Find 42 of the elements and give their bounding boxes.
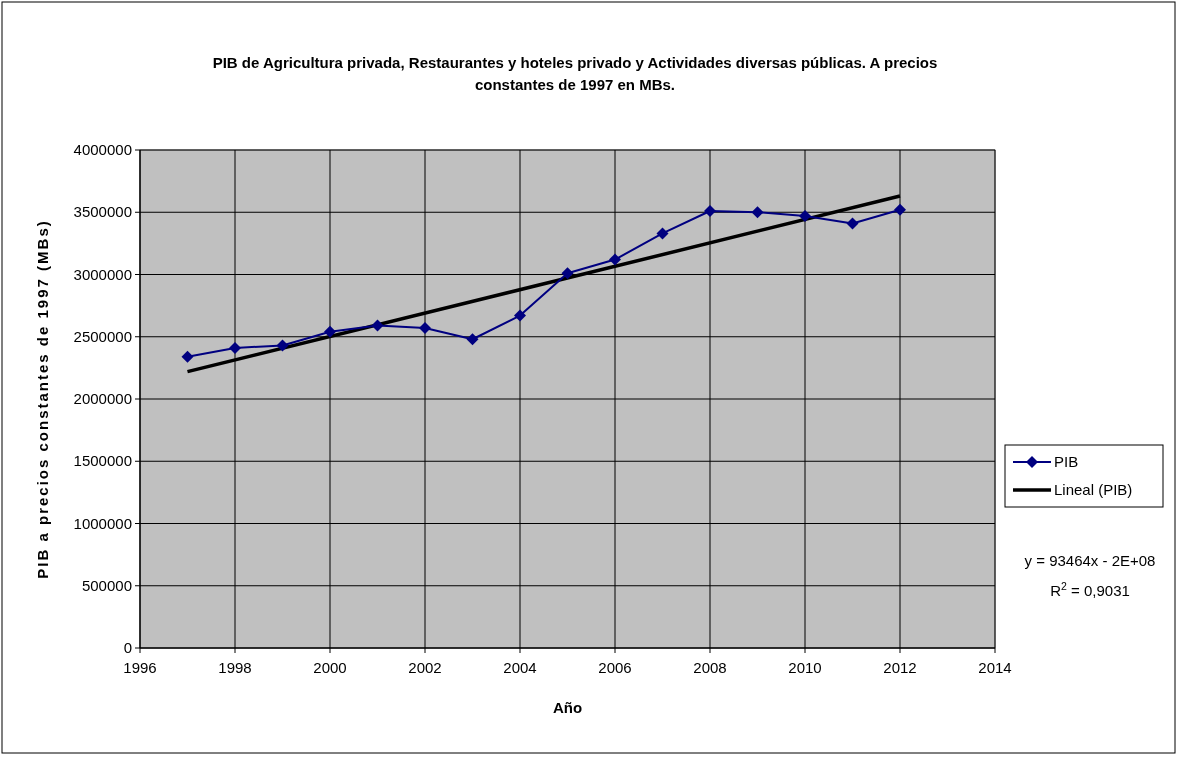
point [514,309,526,322]
legend-label: Lineal (PIB) [1054,481,1133,498]
y-tick-label: 2000000 [73,390,132,407]
y-axis-title: PIB a precios constantes de 1997 (MBs) [34,219,51,579]
point [276,339,289,352]
y-tick-label: 0 [123,639,132,656]
y-tick-label: 2500000 [73,327,132,345]
x-tick-label: 2012 [883,659,917,676]
point [466,333,479,346]
x-tick-label: 1998 [218,659,252,676]
x-tick-label: 2006 [598,659,632,676]
point [894,203,906,216]
y-tick-label: 1000000 [73,514,132,532]
point [751,206,764,219]
point [419,322,431,335]
x-tick-label: 2004 [503,659,537,676]
point [371,319,384,332]
point [324,325,336,338]
legend-label: PIB [1054,453,1079,470]
x-tick-label: 2000 [313,659,347,676]
point [799,209,811,222]
x-tick-label: 2014 [978,659,1012,676]
y-tick-label: 3000000 [73,265,132,283]
x-tick-label: 1996 [123,659,157,676]
point [609,253,621,266]
x-tick-label: 2008 [693,659,727,676]
point [704,205,716,218]
point [181,350,194,363]
point [846,217,859,230]
y-tick-label: 4000000 [73,141,132,158]
y-tick-label: 500000 [81,576,132,594]
point [229,341,241,354]
y-tick-label: 3500000 [73,203,132,221]
x-axis-title: Año [552,699,583,716]
text: y = 93464x - 2E+08 [1024,552,1156,569]
x-tick-label: 2010 [788,659,822,676]
y-tick-label: 1500000 [73,452,132,470]
point [561,267,574,280]
chart-title: PIB de Agricultura privada, Restaurantes y hoteles privado y Actividades diversas públicas. A precios constantes de 1997 en MBs. [212,54,938,93]
text: R$^{2}$ = 0,9031 [1050,580,1130,599]
point [656,227,669,240]
x-tick-label: 2002 [408,659,442,676]
